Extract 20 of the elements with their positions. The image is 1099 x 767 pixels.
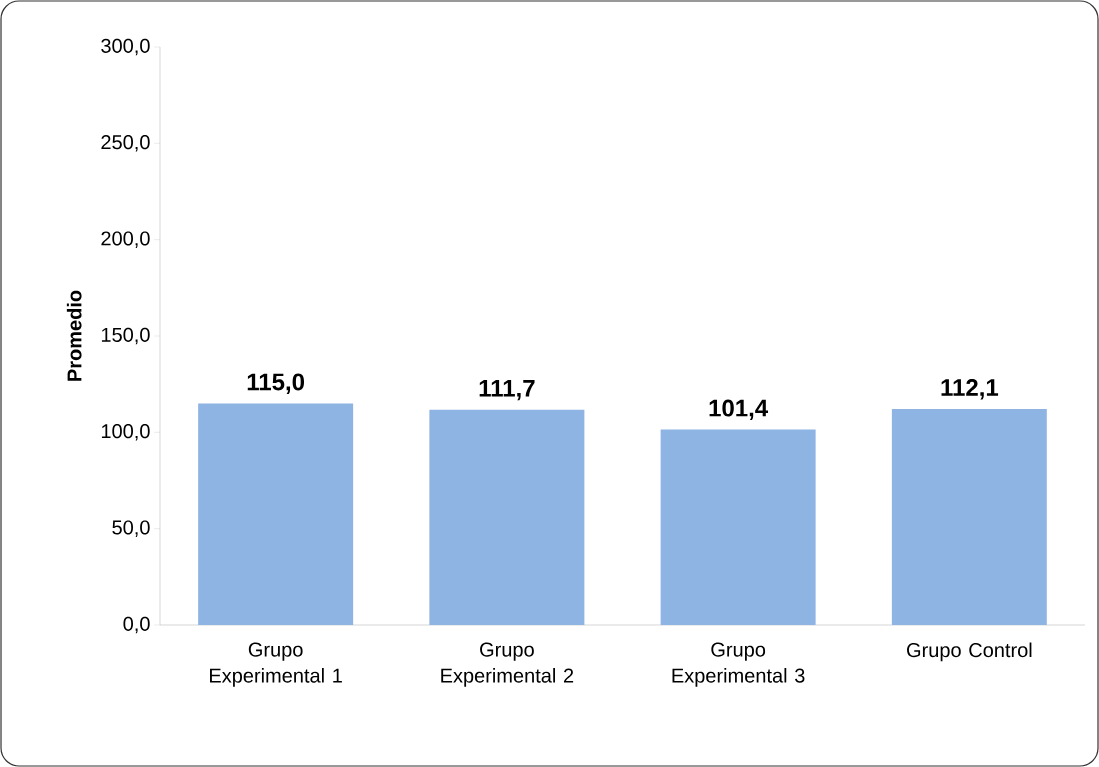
y-tick-label: 150,0 [101,327,150,345]
y-tick-label: 200,0 [101,231,150,248]
x-tick-label: Grupo Control [907,642,1032,662]
bar [198,403,354,625]
data-label: 115,0 [247,373,305,394]
x-tick-label: Grupo Experimental 2 [441,642,574,687]
data-label: 111,7 [479,380,535,401]
x-tick-label: Grupo Experimental 3 [672,642,805,687]
bar [891,409,1047,625]
y-tick-label: 100,0 [101,424,150,441]
y-tick-label: 300,0 [101,38,150,56]
bar [429,409,585,625]
x-tick-label: Grupo Experimental 1 [210,642,342,687]
data-label: 101,4 [709,399,769,421]
y-tick-label: 50,0 [112,520,150,537]
y-axis-title: Promedio [66,290,82,381]
y-tick-label: 250,0 [101,135,150,152]
data-label: 112,1 [941,379,999,400]
y-tick-label: 0,0 [123,616,150,634]
bar [660,429,816,625]
